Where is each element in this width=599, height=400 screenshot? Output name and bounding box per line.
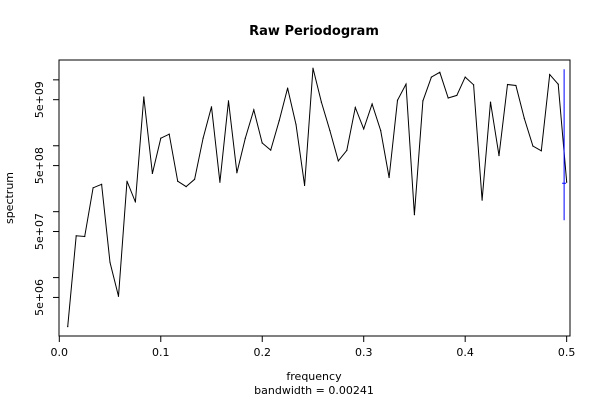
data-point [177, 180, 179, 182]
data-point [380, 129, 382, 132]
data-point [473, 84, 475, 86]
data-point [566, 181, 568, 183]
data-point [430, 76, 432, 78]
data-point [168, 133, 170, 135]
data-point [143, 96, 145, 98]
data-point [312, 67, 314, 69]
x-axis-label: frequency [286, 370, 342, 383]
data-point [244, 137, 246, 139]
data-point [422, 100, 424, 102]
data-point [219, 181, 221, 183]
x-tick-label: 0.5 [558, 346, 576, 359]
x-tick-label: 0.4 [456, 346, 474, 359]
data-point [439, 71, 441, 73]
bandwidth-label: bandwidth = 0.00241 [254, 384, 374, 397]
data-point [160, 137, 162, 139]
data-point [464, 76, 466, 78]
data-point [109, 261, 111, 264]
data-point [371, 103, 373, 105]
data-point [193, 178, 196, 180]
data-point [253, 109, 255, 111]
data-point [261, 142, 263, 144]
data-point [540, 150, 542, 152]
data-point [278, 120, 280, 122]
data-point [185, 186, 187, 188]
data-point [117, 295, 120, 297]
x-tick-label: 0.3 [355, 346, 373, 359]
data-point [92, 187, 94, 189]
x-tick-label: 0.2 [253, 346, 271, 359]
data-point [227, 100, 230, 102]
data-point [506, 83, 509, 86]
data-point [134, 201, 137, 203]
data-point [456, 94, 458, 97]
data-point [557, 83, 559, 85]
y-tick-label: 5e+09 [33, 81, 46, 118]
data-point [303, 184, 306, 187]
data-point [270, 149, 272, 151]
data-point [295, 123, 297, 126]
data-point [210, 106, 213, 108]
data-point [320, 101, 322, 103]
data-point [515, 84, 517, 87]
data-point [236, 172, 238, 174]
confidence-bar [562, 69, 567, 221]
y-tick-label: 5e+06 [33, 279, 46, 316]
data-point [126, 180, 128, 182]
data-point [447, 97, 449, 99]
data-points [67, 67, 568, 328]
x-tick-label: 0.0 [51, 346, 69, 359]
data-point [346, 149, 348, 152]
data-point [498, 154, 500, 157]
data-point [101, 183, 103, 185]
data-point [202, 137, 204, 139]
data-point [413, 214, 416, 216]
data-point [388, 176, 390, 179]
data-point [532, 145, 534, 147]
y-tick-label: 5e+08 [33, 147, 46, 184]
y-axis-label: spectrum [3, 172, 16, 224]
chart-title: Raw Periodogram [249, 24, 379, 39]
data-point [405, 83, 407, 85]
data-point [67, 326, 69, 328]
periodogram-line [67, 68, 568, 327]
data-point [84, 235, 86, 238]
x-axis: 0.0 0.1 0.2 0.3 0.4 0.5 [51, 335, 576, 359]
data-point [523, 117, 525, 120]
y-tick-label: 5e+07 [33, 213, 46, 250]
data-point [489, 101, 492, 103]
x-tick-label: 0.1 [152, 346, 170, 359]
data-point [549, 74, 551, 76]
data-point [329, 129, 331, 132]
data-point [354, 106, 356, 109]
y-axis: 5e+06 5e+07 5e+08 5e+09 [33, 79, 60, 316]
data-point [363, 128, 365, 130]
data-point [151, 172, 153, 175]
data-point [337, 160, 339, 162]
data-point [75, 235, 77, 237]
data-point [396, 99, 399, 101]
data-point [287, 87, 289, 89]
data-point [481, 199, 483, 201]
